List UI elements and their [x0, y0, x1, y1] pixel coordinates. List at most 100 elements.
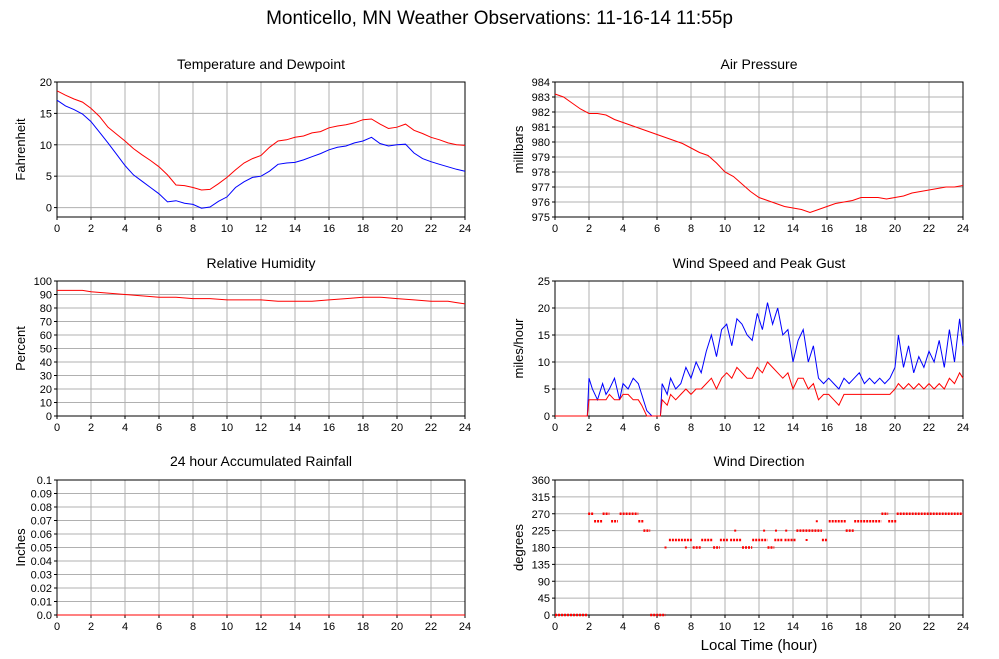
- x-tick-label: 18: [357, 621, 369, 633]
- y-tick-label: 0.03: [31, 570, 52, 582]
- chart-title: Wind Speed and Peak Gust: [673, 255, 846, 271]
- x-tick-label: 16: [323, 223, 335, 235]
- x-tick-label: 16: [821, 223, 833, 235]
- page-title: Monticello, MN Weather Observations: 11-…: [266, 8, 733, 29]
- x-tick-label: 8: [688, 422, 694, 434]
- y-tick-label: 978: [532, 167, 550, 179]
- x-tick-label: 22: [425, 621, 437, 633]
- x-tick-label: 4: [620, 422, 626, 434]
- y-tick-label: 976: [532, 197, 550, 209]
- series-1: [554, 361, 964, 417]
- chart-title: Wind Direction: [713, 453, 804, 469]
- y-tick-label: 270: [532, 509, 550, 521]
- y-tick-label: 0: [544, 411, 550, 423]
- y-axis-label: Percent: [13, 326, 28, 371]
- series-0: [555, 512, 963, 617]
- direction-point: [775, 529, 777, 532]
- x-tick-label: 22: [425, 422, 437, 434]
- chart-wind-speed-and-peak-gust: Wind Speed and Peak Gust 0 2 4 6 8 10 12 14 16 18 2…: [511, 255, 969, 434]
- y-tick-label: 15: [40, 108, 52, 120]
- y-tick-label: 980: [532, 137, 550, 149]
- y-axis-label: miles/hour: [511, 318, 526, 379]
- x-tick-label: 6: [654, 223, 660, 235]
- direction-point: [805, 539, 808, 541]
- y-tick-label: 10: [40, 140, 52, 152]
- x-tick-label: 0: [54, 422, 60, 434]
- y-tick-label: 135: [532, 559, 550, 571]
- x-tick-label: 12: [753, 422, 765, 434]
- y-tick-label: 60: [40, 330, 52, 342]
- y-tick-label: 10: [538, 357, 550, 369]
- y-tick-label: 15: [538, 330, 550, 342]
- x-tick-label: 16: [323, 422, 335, 434]
- direction-point: [664, 546, 667, 549]
- direction-point: [734, 529, 737, 532]
- x-tick-label: 10: [221, 422, 233, 434]
- x-tick-label: 10: [719, 223, 731, 235]
- x-tick-label: 6: [654, 422, 660, 434]
- x-tick-label: 0: [54, 223, 60, 235]
- direction-point: [815, 520, 818, 523]
- series-1: [56, 99, 466, 209]
- x-tick-label: 4: [122, 422, 128, 434]
- x-tick-label: 4: [620, 621, 626, 633]
- x-axis-label: Local Time (hour): [701, 637, 818, 654]
- x-tick-label: 22: [425, 223, 437, 235]
- y-tick-label: 50: [40, 344, 52, 356]
- chart-title: Relative Humidity: [207, 255, 316, 271]
- x-tick-label: 18: [357, 223, 369, 235]
- y-tick-label: 0.0: [37, 610, 52, 622]
- x-tick-label: 4: [620, 223, 626, 235]
- x-tick-label: 6: [156, 422, 162, 434]
- y-tick-label: 20: [538, 303, 550, 315]
- y-tick-label: 45: [538, 593, 550, 605]
- x-tick-label: 6: [156, 223, 162, 235]
- series-0: [554, 93, 964, 214]
- y-tick-label: 983: [532, 92, 550, 104]
- y-tick-label: 0.02: [31, 583, 52, 595]
- y-tick-label: 10: [40, 398, 52, 410]
- y-tick-label: 100: [34, 276, 52, 288]
- x-tick-label: 18: [855, 223, 867, 235]
- x-tick-label: 24: [459, 621, 471, 633]
- x-tick-label: 14: [289, 223, 301, 235]
- y-tick-label: 984: [532, 77, 550, 89]
- x-tick-label: 12: [753, 621, 765, 633]
- x-tick-label: 14: [787, 621, 799, 633]
- x-tick-label: 2: [586, 422, 592, 434]
- x-tick-label: 0: [552, 223, 558, 235]
- x-tick-label: 16: [323, 621, 335, 633]
- y-tick-label: 0.08: [31, 502, 52, 514]
- x-tick-label: 2: [88, 621, 94, 633]
- x-tick-label: 10: [221, 223, 233, 235]
- x-tick-label: 22: [923, 422, 935, 434]
- series-0: [554, 302, 964, 417]
- y-tick-label: 0.1: [37, 475, 52, 487]
- y-tick-label: 40: [40, 357, 52, 369]
- y-axis-label: millibars: [511, 125, 526, 173]
- x-tick-label: 18: [855, 422, 867, 434]
- direction-point: [684, 546, 687, 549]
- y-tick-label: 0.06: [31, 529, 52, 541]
- y-axis-label: degrees: [511, 524, 526, 571]
- x-tick-label: 16: [821, 422, 833, 434]
- y-tick-label: 20: [40, 384, 52, 396]
- direction-point: [763, 529, 766, 532]
- x-tick-label: 12: [255, 422, 267, 434]
- series-line: [555, 361, 964, 417]
- x-tick-label: 0: [552, 422, 558, 434]
- x-tick-label: 14: [787, 422, 799, 434]
- x-tick-label: 0: [552, 621, 558, 633]
- y-tick-label: 0.07: [31, 516, 52, 528]
- x-tick-label: 22: [923, 223, 935, 235]
- series-line: [57, 289, 466, 305]
- chart-title: 24 hour Accumulated Rainfall: [170, 453, 352, 469]
- x-tick-label: 8: [190, 223, 196, 235]
- x-tick-label: 8: [688, 621, 694, 633]
- x-tick-label: 12: [753, 223, 765, 235]
- y-tick-label: 0.05: [31, 543, 52, 555]
- y-tick-label: 0.09: [31, 489, 52, 501]
- x-tick-label: 8: [190, 422, 196, 434]
